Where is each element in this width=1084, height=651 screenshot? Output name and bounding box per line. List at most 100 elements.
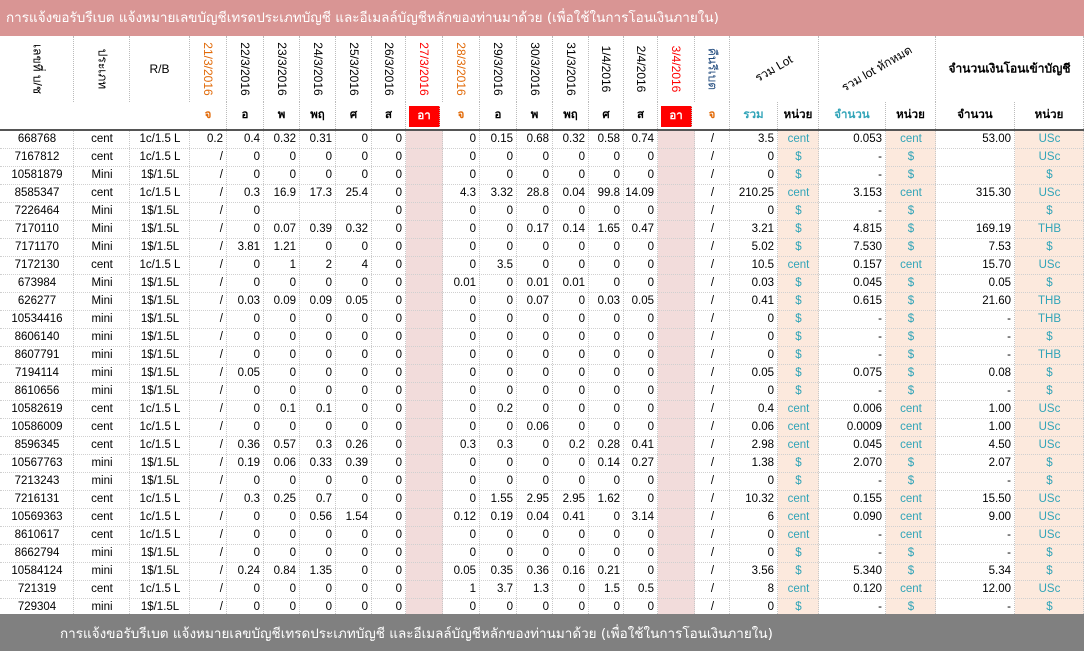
day-value: 0 (506, 385, 513, 397)
day-value: / (219, 295, 223, 307)
currency: $ (1046, 601, 1053, 613)
day-value: / (219, 511, 223, 523)
currency: $ (1046, 475, 1053, 487)
account-type: mini (91, 349, 113, 361)
day-value: 0.1 (280, 403, 296, 415)
day-value: 0 (361, 241, 368, 253)
day-value: 0.05 (631, 295, 654, 307)
day-value: 0.2 (207, 133, 223, 145)
rebate-rate: 1$/1.5L (140, 205, 180, 217)
lot-unit2: cent (900, 133, 922, 145)
account-number: 7194114 (15, 367, 59, 379)
day-value: 0 (325, 583, 332, 595)
header-date-10: 31/3/2016 (553, 36, 589, 102)
day-value: 0 (469, 133, 476, 145)
transfer-amount: 7.53 (988, 241, 1011, 253)
day-value: / (219, 223, 223, 235)
header-total-lot-after-label: รวม lot หักหมด (838, 42, 915, 95)
lot-unit2: $ (907, 331, 915, 343)
grid-line (226, 131, 227, 614)
rebate-rate: 1c/1.5 L (139, 403, 181, 415)
sub-amount2: จำนวน (936, 102, 1015, 129)
grid-line (885, 131, 886, 614)
refund-mark: / (710, 493, 715, 505)
lot-unit: $ (795, 367, 802, 379)
grid-line (263, 131, 264, 614)
day-value: 0 (647, 331, 654, 343)
lot-unit: cent (787, 529, 810, 541)
account-number: 10586009 (11, 421, 63, 433)
total-lot: 0 (767, 205, 774, 217)
header-date-13-label: 3/4/2016 (669, 45, 683, 93)
refund-mark: / (710, 439, 715, 451)
day-value: 0 (506, 295, 513, 307)
day-value: 0.3 (244, 493, 260, 505)
day-value: 0.3 (460, 439, 476, 451)
lot-unit2: $ (907, 385, 915, 397)
sheet-footer-bar: การแจ้งขอรับรีเบต แจ้งหมายเลขบัญชีเทรดปร… (0, 614, 1084, 651)
day-value: 0 (395, 133, 402, 145)
column-header-row: เลขที่ บ/ช ประเภท R/B 21/3/2016 22/3/2016 23/… (0, 36, 1084, 102)
day-value: 0.5 (638, 583, 654, 595)
total-lot: 0 (767, 313, 774, 325)
day-value: 0 (325, 277, 332, 289)
day-value: / (219, 565, 223, 577)
refund-mark: / (710, 511, 715, 523)
grid-line (73, 131, 74, 614)
day-value: 0 (469, 259, 476, 271)
day-value: 0 (542, 457, 549, 469)
day-value: 0 (542, 259, 549, 271)
day-value: 0 (506, 601, 513, 613)
day-value: 0.7 (316, 493, 332, 505)
table-row: 8596345 cent 1c/1.5 L / 0.36 0.57 0.3 0.26 0 0.3 0… (0, 437, 1084, 455)
account-type: cent (91, 493, 113, 505)
day-value: 3.5 (497, 259, 513, 271)
day-value: 0.03 (237, 295, 260, 307)
day-value: 0 (542, 367, 549, 379)
column-shade-unit (778, 131, 819, 614)
day-value: 0.58 (597, 133, 620, 145)
day-value: 0.2 (497, 403, 513, 415)
day-value: / (219, 151, 223, 163)
day-value: 1.21 (273, 241, 296, 253)
day-value: 0.01 (526, 277, 549, 289)
account-number: 626277 (17, 295, 57, 307)
day-value: 0 (647, 529, 654, 541)
day-value: 0 (253, 403, 260, 415)
account-number: 8610617 (14, 529, 60, 541)
table-row: 10582619 cent 1c/1.5 L / 0 0.1 0.1 0 0 0 0.2 0 0 0 0 / 0… (0, 401, 1084, 419)
day-value: 0 (647, 241, 654, 253)
lot-unit: $ (795, 331, 802, 343)
lot-unit2: $ (907, 295, 915, 307)
lot-after: - (878, 547, 882, 559)
day-value: 0 (613, 277, 620, 289)
grid-line (371, 131, 372, 614)
day-value: 0.01 (453, 277, 476, 289)
day-value: 0 (395, 565, 402, 577)
day-value: 0 (613, 313, 620, 325)
day-value: 0 (542, 475, 549, 487)
account-number: 7167812 (14, 151, 60, 163)
account-number: 7170110 (15, 223, 59, 235)
day-value: 0 (469, 169, 476, 181)
sheet-title: การแจ้งขอรับรีเบต แจ้งหมายเลขบัญชีเทรดปร… (6, 10, 719, 26)
day-value: / (219, 547, 223, 559)
day-value: 0 (395, 151, 402, 163)
lot-unit2: $ (907, 565, 915, 577)
day-value: 1.65 (597, 223, 620, 235)
lot-after: - (878, 601, 882, 613)
account-number: 7171170 (15, 241, 59, 253)
account-type: Mini (91, 205, 113, 217)
day-value: / (219, 331, 223, 343)
lot-after: - (878, 529, 882, 541)
day-value: 0 (613, 151, 620, 163)
refund-mark: / (710, 403, 715, 415)
lot-unit: cent (787, 421, 810, 433)
lot-unit2: cent (900, 403, 922, 415)
day-value: 0.84 (273, 565, 296, 577)
day-value: 0 (578, 313, 585, 325)
header-rb: R/B (130, 36, 190, 102)
header-date-12-label: 2/4/2016 (633, 45, 648, 93)
day-value: 0 (613, 205, 620, 217)
lot-after: - (878, 151, 882, 163)
